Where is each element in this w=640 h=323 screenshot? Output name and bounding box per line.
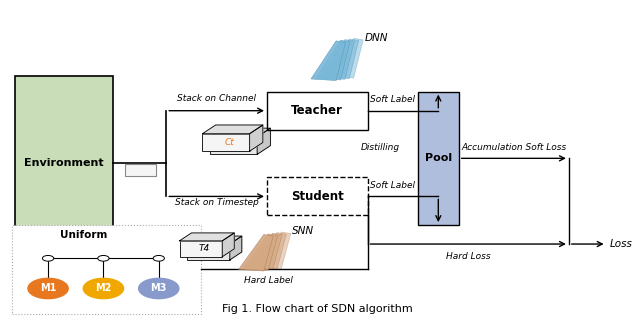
Polygon shape — [222, 233, 234, 257]
Bar — [267, 92, 367, 130]
Polygon shape — [252, 233, 287, 269]
Polygon shape — [239, 234, 273, 271]
Text: Stack on Timestep: Stack on Timestep — [175, 198, 259, 207]
Text: SNN: SNN — [292, 226, 314, 236]
Text: M1: M1 — [40, 284, 56, 294]
Circle shape — [42, 255, 54, 261]
Text: Teacher: Teacher — [291, 104, 343, 117]
Circle shape — [28, 278, 68, 299]
Text: M3: M3 — [150, 284, 167, 294]
Circle shape — [98, 255, 109, 261]
Text: Ct: Ct — [224, 138, 234, 147]
Polygon shape — [316, 40, 350, 80]
Text: Hard Loss: Hard Loss — [446, 252, 490, 261]
Circle shape — [153, 255, 164, 261]
Text: T4: T4 — [198, 244, 210, 253]
Polygon shape — [257, 128, 270, 154]
Polygon shape — [210, 128, 270, 137]
Polygon shape — [187, 236, 242, 244]
Text: Hard Label: Hard Label — [244, 276, 293, 285]
Polygon shape — [250, 125, 263, 151]
Text: Fig 1. Flow chart of SDN algorithm: Fig 1. Flow chart of SDN algorithm — [222, 304, 413, 314]
Circle shape — [139, 278, 179, 299]
Bar — [418, 92, 459, 225]
Bar — [12, 225, 201, 314]
Text: Accumulation Soft Loss: Accumulation Soft Loss — [461, 143, 566, 152]
Polygon shape — [243, 234, 278, 270]
Polygon shape — [324, 39, 359, 78]
Polygon shape — [230, 236, 242, 260]
Text: Student: Student — [291, 190, 344, 203]
Bar — [15, 76, 113, 250]
Bar — [179, 241, 222, 257]
Polygon shape — [328, 38, 363, 78]
Text: Loss: Loss — [610, 239, 632, 249]
Bar — [210, 137, 257, 154]
Text: Soft Label: Soft Label — [370, 95, 415, 104]
Bar — [187, 244, 230, 260]
Text: Pool: Pool — [425, 153, 452, 163]
Text: Stack on Channel: Stack on Channel — [177, 94, 256, 103]
Text: Uniform: Uniform — [60, 230, 108, 240]
Polygon shape — [256, 232, 291, 268]
Polygon shape — [320, 40, 355, 79]
Polygon shape — [202, 125, 263, 134]
Polygon shape — [179, 233, 234, 241]
Text: Distilling: Distilling — [360, 143, 400, 152]
Text: Environment: Environment — [24, 158, 104, 168]
Bar — [125, 164, 156, 176]
Polygon shape — [311, 41, 346, 80]
Bar — [202, 134, 250, 151]
Text: Soft Label: Soft Label — [370, 181, 415, 190]
Polygon shape — [248, 233, 282, 270]
Text: DNN: DNN — [364, 33, 388, 43]
Text: M2: M2 — [95, 284, 111, 294]
Circle shape — [83, 278, 124, 299]
Bar — [267, 177, 367, 215]
